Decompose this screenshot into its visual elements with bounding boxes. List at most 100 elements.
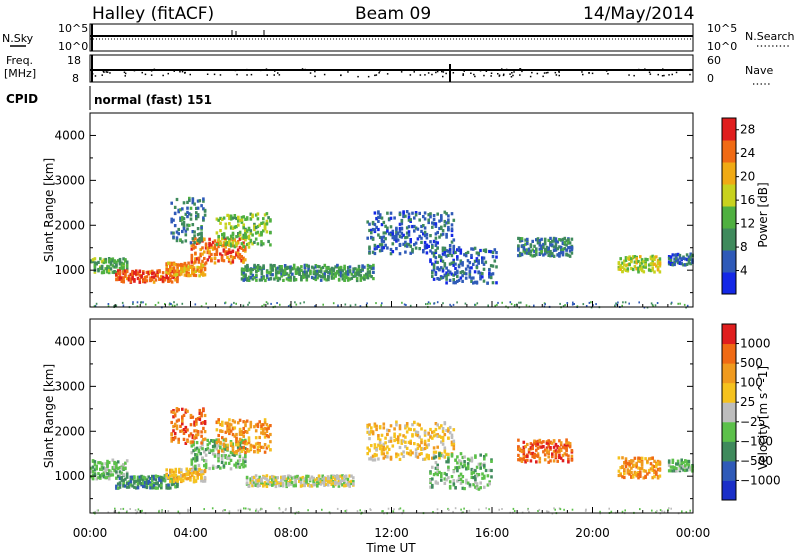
data-cell — [416, 443, 420, 447]
data-cell — [431, 477, 434, 481]
data-cell — [554, 455, 558, 459]
data-cell — [208, 255, 211, 259]
data-cell — [160, 483, 163, 487]
data-cell — [370, 426, 373, 430]
data-cell — [407, 233, 411, 237]
data-cell — [438, 452, 441, 456]
data-cell — [190, 462, 194, 466]
ground-scatter-cell — [224, 509, 226, 512]
data-cell — [242, 456, 245, 460]
data-cell — [265, 275, 269, 279]
data-cell — [443, 210, 447, 214]
nave-dot — [301, 68, 304, 70]
data-cell — [436, 463, 439, 467]
data-cell — [368, 457, 371, 461]
ground-scatter-cell — [187, 510, 189, 513]
data-cell — [543, 448, 547, 452]
data-cell — [203, 238, 206, 242]
data-cell — [206, 250, 210, 255]
data-cell — [483, 455, 486, 459]
data-cell — [197, 260, 201, 264]
data-cell — [170, 269, 174, 273]
data-cell — [152, 483, 156, 487]
data-cell — [193, 429, 196, 433]
data-cell — [438, 426, 441, 430]
data-cell — [231, 216, 235, 220]
nave-dot — [150, 74, 153, 76]
nave-dot — [94, 75, 97, 77]
data-cell — [289, 478, 292, 482]
data-cell — [124, 477, 127, 481]
data-cell — [465, 478, 468, 482]
data-cell — [182, 201, 186, 205]
data-cell — [149, 481, 152, 485]
data-cell — [432, 453, 436, 457]
nave-dot — [274, 70, 276, 72]
data-cell — [447, 460, 450, 464]
data-cell — [237, 217, 240, 221]
data-cell — [447, 468, 450, 472]
data-cell — [651, 266, 654, 270]
data-cell — [173, 414, 177, 418]
data-cell — [327, 278, 330, 282]
data-cell — [447, 429, 450, 433]
data-cell — [185, 473, 189, 477]
data-cell — [222, 442, 226, 446]
data-cell — [235, 216, 238, 221]
data-cell — [154, 478, 158, 482]
data-cell — [545, 451, 549, 455]
data-cell — [211, 444, 215, 449]
ground-scatter-cell — [95, 302, 98, 305]
data-cell — [637, 259, 640, 264]
data-cell — [194, 453, 197, 457]
colorbar-segment — [722, 250, 736, 273]
data-cell — [104, 476, 107, 480]
data-cell — [280, 272, 283, 276]
ground-scatter-cell — [332, 302, 335, 305]
data-cell — [244, 457, 247, 461]
data-cell — [368, 247, 371, 251]
data-cell — [193, 420, 196, 424]
data-cell — [684, 257, 687, 261]
data-cell — [254, 213, 258, 217]
data-cell — [378, 441, 382, 445]
data-cell — [198, 411, 202, 416]
ground-scatter-cell — [514, 304, 516, 306]
data-cell — [464, 272, 468, 276]
ground-scatter-cell — [382, 510, 384, 513]
data-cell — [456, 255, 459, 259]
data-cell — [450, 229, 454, 233]
ground-scatter-cell — [661, 510, 663, 513]
data-cell — [431, 485, 434, 489]
data-cell — [149, 276, 152, 280]
data-cell — [99, 476, 102, 480]
data-cell — [441, 246, 445, 250]
data-cell — [422, 215, 425, 219]
ground-scatter-cell — [670, 302, 672, 305]
data-cell — [567, 441, 570, 445]
nave-dot — [435, 71, 437, 74]
data-cell — [247, 484, 251, 488]
data-cell — [195, 257, 199, 261]
data-cell — [524, 454, 527, 458]
data-cell — [236, 445, 240, 449]
data-cell — [568, 245, 572, 249]
data-cell — [396, 435, 400, 439]
data-cell — [377, 215, 380, 219]
data-cell — [203, 273, 207, 277]
data-cell — [533, 442, 536, 446]
data-cell — [242, 445, 245, 449]
data-cell — [224, 237, 227, 241]
data-cell — [547, 253, 550, 257]
data-cell — [201, 259, 204, 263]
nave-dot — [536, 72, 539, 75]
data-cell — [689, 254, 692, 258]
data-cell — [189, 467, 192, 472]
ground-scatter-cell — [685, 511, 688, 514]
data-cell — [203, 208, 207, 212]
data-cell — [198, 417, 202, 421]
data-cell — [195, 217, 198, 221]
data-cell — [254, 442, 258, 446]
data-cell — [644, 261, 647, 265]
